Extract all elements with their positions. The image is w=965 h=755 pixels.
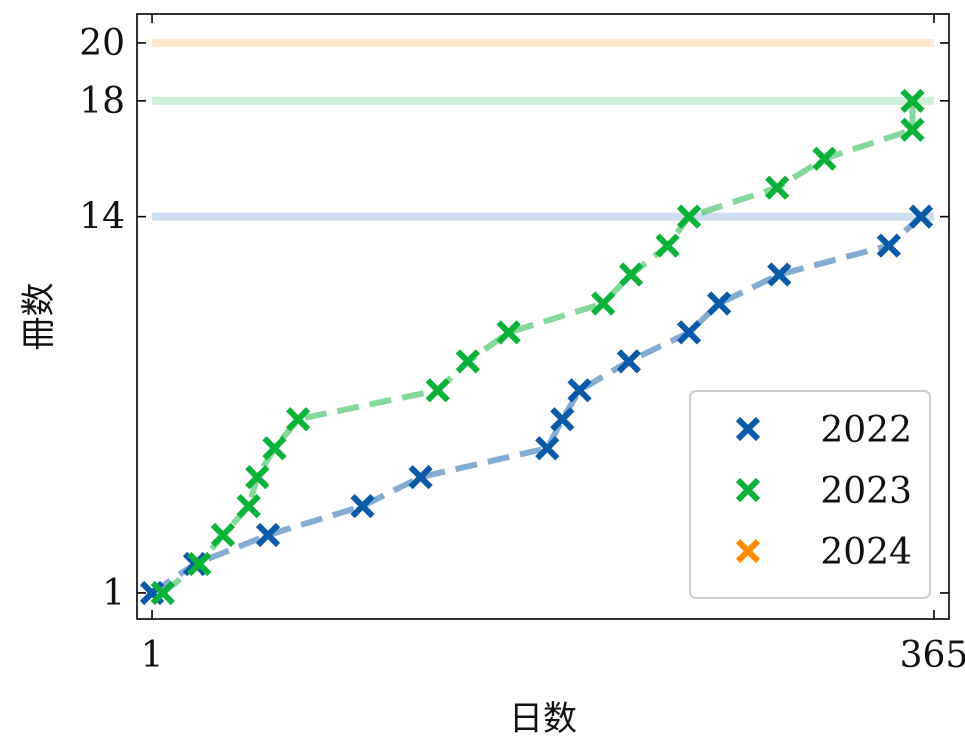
data-point-2022 bbox=[350, 493, 375, 519]
data-point-2023 bbox=[655, 233, 680, 258]
data-point-2023 bbox=[900, 117, 925, 142]
legend-marker-2024 bbox=[735, 538, 761, 564]
legend-marker-2022 bbox=[735, 416, 761, 442]
data-point-2022 bbox=[408, 465, 433, 490]
data-point-2022 bbox=[616, 349, 642, 374]
y-tick-label: 1 bbox=[102, 573, 125, 614]
legend-label-2024: 2024 bbox=[820, 532, 912, 573]
data-point-2023 bbox=[425, 378, 450, 403]
series-line-2022 bbox=[150, 214, 924, 596]
data-point-2023 bbox=[765, 175, 790, 200]
data-point-2023 bbox=[455, 349, 480, 374]
data-point-2023 bbox=[676, 204, 702, 229]
data-point-2022 bbox=[676, 320, 702, 345]
legend-label-2022: 2022 bbox=[820, 410, 912, 451]
y-tick-label: 20 bbox=[79, 23, 125, 64]
data-point-2022 bbox=[182, 551, 208, 577]
data-point-2022 bbox=[908, 204, 934, 229]
ticks: 1 14 18 20 1 365 bbox=[79, 14, 965, 676]
data-point-2023 bbox=[150, 580, 175, 606]
legend-label-2023: 2023 bbox=[820, 471, 912, 512]
data-point-2022 bbox=[535, 436, 560, 461]
data-point-2023 bbox=[285, 407, 311, 432]
legend-marker-2023 bbox=[735, 477, 761, 503]
y-axis-label: 冊数 bbox=[19, 283, 59, 351]
data-point-2023 bbox=[245, 465, 270, 490]
data-point-2023 bbox=[210, 522, 236, 548]
legend: 2022 2023 2024 bbox=[689, 390, 931, 599]
data-point-2023 bbox=[591, 291, 616, 316]
x-tick-label: 365 bbox=[900, 635, 965, 676]
y-tick-label: 18 bbox=[79, 81, 125, 122]
data-point-2023 bbox=[812, 146, 837, 171]
x-tick-label: 1 bbox=[141, 635, 164, 676]
target-lines bbox=[152, 38, 934, 221]
data-point-2023 bbox=[262, 436, 287, 461]
data-point-2023 bbox=[187, 551, 212, 577]
plot-frame bbox=[136, 13, 950, 620]
data-point-2022 bbox=[876, 233, 901, 258]
data-point-2022 bbox=[567, 378, 592, 403]
series bbox=[139, 88, 934, 606]
data-point-2023 bbox=[496, 320, 521, 345]
data-point-2022 bbox=[767, 262, 792, 287]
x-axis-label: 日数 bbox=[509, 699, 577, 739]
y-tick-label: 14 bbox=[79, 197, 125, 238]
data-point-2022 bbox=[707, 291, 732, 316]
data-point-2023 bbox=[236, 493, 261, 519]
data-point-2023 bbox=[900, 88, 925, 113]
data-point-2022 bbox=[255, 522, 281, 548]
data-point-2023 bbox=[618, 262, 644, 287]
data-point-2022 bbox=[550, 407, 575, 432]
